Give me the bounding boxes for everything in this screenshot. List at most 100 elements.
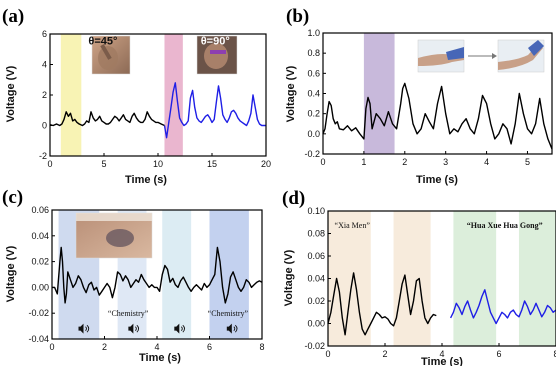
- panel-c-label: (c): [2, 187, 23, 208]
- panel-d-annotations: “Xia Men” “Hua Xue Hua Gong”: [335, 221, 543, 230]
- panel-c-annotations: “Chemistry” “Chemistry”: [108, 309, 249, 318]
- panel-a-annotation-0: θ=45°: [88, 36, 117, 48]
- panel-d-ytick-label: 0.02: [307, 296, 325, 306]
- panel-d-band-0: [328, 211, 371, 346]
- panel-c-band-2: [162, 210, 192, 339]
- panel-c-ytick-label: 0.00: [31, 282, 49, 292]
- panel-d-ytick-label: 0.04: [307, 274, 325, 284]
- panel-c-xtick-label: 8: [259, 342, 264, 352]
- panel-b-ytick-label: 1.0: [307, 28, 320, 38]
- panel-a-photo-2: [196, 35, 238, 75]
- panel-c-photo: [75, 212, 153, 259]
- panel-b-xtick-label: 4: [484, 157, 489, 167]
- panel-c-ytick-label: -0.04: [28, 334, 49, 344]
- panel-d-axes: 0 2 4 6 8 -0.02 0.00 0.02 0.04 0.06 0.08 0.10: [304, 206, 556, 359]
- panel-c-ytick-label: -0.02: [28, 308, 49, 318]
- panel-b-xtick-label: 2: [402, 157, 407, 167]
- panel-d-xtick-label: 8: [553, 349, 556, 359]
- panel-b: (b) Voltage (V) Time (s) 0 1 2 3 4 5 -0.2 0.0 0.…: [285, 6, 553, 186]
- speaker-icon: [174, 323, 186, 334]
- panel-a-xlabel: Time (s): [125, 174, 167, 186]
- panel-a-ytick-label: 2: [42, 90, 47, 100]
- speaker-icon: [128, 323, 140, 334]
- panel-b-series-line-0: [322, 82, 553, 150]
- panel-b-ytick-label: 0.2: [307, 109, 320, 119]
- panel-a-xtick-label: 15: [207, 159, 217, 169]
- panel-d-series-line-1: [449, 289, 556, 325]
- panel-a: (a) Voltage (V) Time (s) θ=45° θ=90° 0 5 10…: [2, 6, 271, 186]
- panel-b-ytick-label: -0.2: [304, 149, 320, 159]
- panel-c-xtick-label: 2: [102, 342, 107, 352]
- panel-b-ytick-label: 0.8: [307, 48, 320, 58]
- panel-a-ytick-label: 6: [42, 29, 47, 39]
- panel-c-xtick-label: 4: [154, 342, 159, 352]
- panel-d-label: (d): [282, 188, 305, 209]
- panel-c-ylabel: Voltage (V): [5, 245, 17, 302]
- panel-d-xlabel: Time (s): [421, 356, 463, 366]
- panel-c-speakers: [78, 323, 238, 334]
- panel-a-series-line-0: [49, 111, 165, 127]
- panel-a-label: (a): [2, 6, 24, 27]
- panel-c-series: [52, 246, 263, 304]
- panel-a-bands: [60, 34, 183, 156]
- panel-d-xtick-label: 4: [439, 349, 444, 359]
- panel-d-bands: [328, 211, 556, 346]
- panel-d-annotation-0: “Xia Men”: [335, 221, 371, 230]
- panel-b-ylabel: Voltage (V): [285, 65, 297, 122]
- panel-b-xlabel: Time (s): [416, 174, 458, 186]
- panel-a-series-line-1: [163, 82, 266, 139]
- panel-b-ytick-label: 0.6: [307, 68, 320, 78]
- panel-b-xtick-label: 5: [525, 157, 530, 167]
- panel-d-xtick-label: 2: [382, 349, 387, 359]
- speaker-icon: [78, 323, 90, 334]
- panel-a-annotations: θ=45° θ=90°: [88, 36, 229, 48]
- panel-a-ytick-label: -2: [39, 151, 47, 161]
- panel-b-ytick-label: 0.0: [307, 129, 320, 139]
- panel-c: (c) Voltage (V) Time (s) “Chemistry” “Che…: [2, 187, 265, 364]
- panel-b-ytick-label: 0.4: [307, 89, 320, 99]
- panel-c-ytick-label: 0.06: [31, 205, 49, 215]
- panel-d-series-line-0: [327, 272, 437, 336]
- panel-d-ytick-label: 0.08: [307, 229, 325, 239]
- panel-a-series: [49, 82, 266, 139]
- panel-c-xtick-label: 6: [207, 342, 212, 352]
- panel-d-ytick-label: 0.10: [307, 206, 325, 216]
- panel-b-xtick-label: 0: [320, 157, 325, 167]
- panel-b-xtick-label: 1: [361, 157, 366, 167]
- panel-d: (d) Voltage (V) Time (s) “Xia Men” “Hua X…: [282, 188, 556, 366]
- panel-a-xtick-label: 20: [261, 159, 271, 169]
- panel-a-band-0: [60, 34, 82, 156]
- panel-d-ylabel: Voltage (V): [283, 249, 295, 306]
- panel-b-label: (b): [286, 6, 309, 27]
- panel-c-annotation-0: “Chemistry”: [108, 309, 149, 318]
- panel-c-series-line-0: [52, 246, 263, 304]
- panel-c-band-3: [209, 210, 249, 339]
- panel-c-axes: 0 2 4 6 8 -0.04 -0.02 0.00 0.02 0.04 0.06: [28, 205, 264, 352]
- panel-a-annotation-1: θ=90°: [201, 36, 230, 48]
- panel-a-xtick-label: 0: [47, 159, 52, 169]
- panel-d-ytick-label: 0.06: [307, 251, 325, 261]
- panel-b-bands: [363, 33, 395, 154]
- panel-a-band-1: [164, 34, 183, 156]
- speaker-icon: [226, 323, 238, 334]
- panel-d-band-3: [518, 211, 556, 346]
- panel-c-xlabel: Time (s): [139, 352, 181, 364]
- panel-c-annotation-1: “Chemistry”: [208, 309, 249, 318]
- panel-b-axes: 0 1 2 3 4 5 -0.2 0.0 0.2 0.4 0.6 0.8 1.0: [304, 28, 553, 167]
- panel-a-ytick-label: 0: [42, 121, 47, 131]
- panel-d-series: [327, 272, 556, 336]
- panel-a-ytick-label: 4: [42, 60, 47, 70]
- panel-a-photo-1: [91, 35, 131, 75]
- panel-a-xtick-label: 5: [101, 159, 106, 169]
- panel-b-xtick-label: 3: [443, 157, 448, 167]
- panel-c-ytick-label: 0.02: [31, 257, 49, 267]
- panel-c-xtick-label: 0: [49, 342, 54, 352]
- panel-b-series: [322, 82, 553, 150]
- panel-d-band-1: [393, 211, 431, 346]
- panel-c-ytick-label: 0.04: [31, 231, 49, 241]
- panel-a-xtick-label: 10: [153, 159, 163, 169]
- panel-d-xtick-label: 0: [325, 349, 330, 359]
- panel-d-annotation-1: “Hua Xue Hua Gong”: [467, 221, 543, 230]
